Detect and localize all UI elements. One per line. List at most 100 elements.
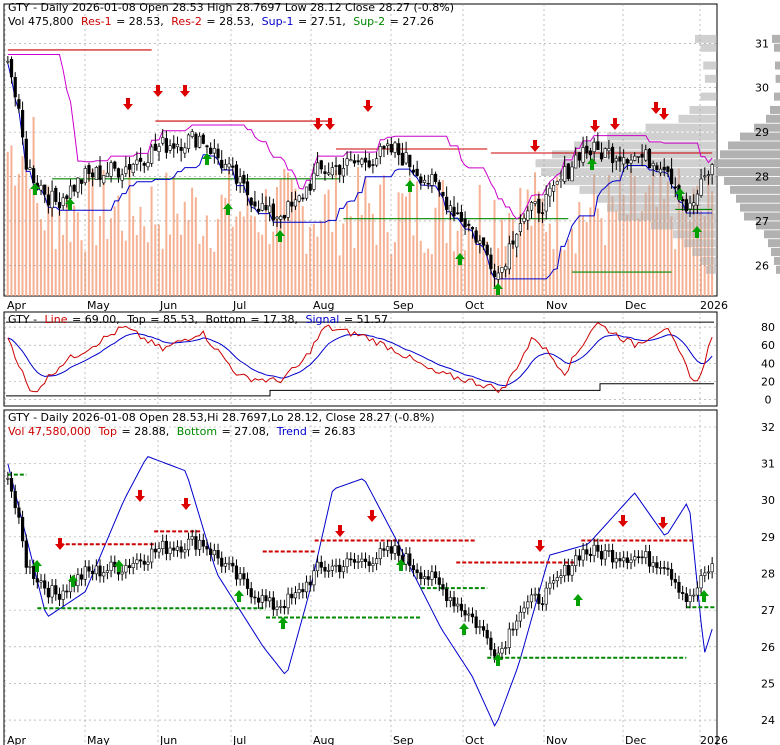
volume-bar <box>157 224 160 296</box>
volume-bar <box>84 251 87 296</box>
candle-body <box>109 162 113 177</box>
volume-bar <box>128 167 131 296</box>
candle-body <box>363 157 368 163</box>
cycle-candle-body <box>238 573 242 580</box>
volume-bar <box>124 240 127 296</box>
volume-bar <box>69 241 72 296</box>
cycle-candle-body <box>338 564 342 573</box>
cycle-candle-body <box>618 558 622 562</box>
cycle-candle-body <box>249 588 253 598</box>
candle-body <box>507 243 511 270</box>
volume-bar <box>574 253 577 296</box>
candle-body <box>249 197 253 206</box>
cycle-candle-body <box>142 560 146 565</box>
volume-bar <box>452 251 455 296</box>
sup1-value: = 27.51, <box>298 15 346 28</box>
cycle-candle-body <box>35 578 39 583</box>
volume-bar <box>412 235 415 296</box>
candle-body <box>397 143 401 156</box>
candle-body <box>441 191 445 196</box>
candle-body <box>209 147 213 155</box>
volume-bar <box>98 216 101 296</box>
cycle-tick-label: 31 <box>761 458 775 471</box>
cycle-candle-body <box>356 561 360 563</box>
volume-label: Vol 475,800 <box>8 15 73 28</box>
volume-bar <box>312 223 315 296</box>
blue-band-line <box>7 63 713 280</box>
volume-bar <box>360 214 363 296</box>
cycle-candle-body <box>334 564 338 567</box>
cycle-candle-body <box>323 566 327 572</box>
oscillator-panel-frame <box>3 311 718 407</box>
cycle-buy-arrow <box>493 654 503 666</box>
candle-body <box>603 148 607 158</box>
volume-bar <box>674 249 677 296</box>
candle-body <box>116 168 121 178</box>
cycle-sell-arrow <box>618 515 628 527</box>
cycle-grid <box>4 410 717 745</box>
volume-bar <box>652 173 655 296</box>
volume-bar <box>644 192 647 296</box>
sup2-label: Sup-2 <box>353 15 385 28</box>
candle-body <box>352 160 357 164</box>
sell-arrow <box>651 102 661 114</box>
cycle-candle-body <box>474 616 478 628</box>
cycle-candle-body <box>544 587 548 605</box>
volume-bar <box>32 116 35 297</box>
cycle-candle-body <box>555 577 559 582</box>
cycle-sell-arrow <box>181 498 191 510</box>
volume-bar <box>102 169 105 296</box>
cycle-candle-body <box>636 556 641 559</box>
cycle-candle-body <box>397 545 401 556</box>
profile-bar <box>774 43 780 52</box>
candle-body <box>179 146 183 151</box>
volume-bar <box>570 228 573 296</box>
cycle-candle-body <box>319 561 323 568</box>
cycle-candle-body <box>563 564 567 577</box>
volume-bar <box>556 176 559 296</box>
volume-bar <box>209 247 212 296</box>
month-tick-label: Jul <box>232 299 246 312</box>
cycle-candle-body <box>629 559 633 563</box>
volume-bar <box>637 218 640 296</box>
candle-body <box>50 190 54 209</box>
candle-body <box>526 210 530 221</box>
month-tick-label: 2026 <box>700 299 728 312</box>
cycle-candle-body <box>504 647 508 649</box>
profile-bar <box>740 132 780 141</box>
candle-body <box>282 214 287 219</box>
sell-arrow <box>530 140 540 152</box>
volume-bar <box>419 240 422 296</box>
cycle-candle-body <box>124 565 128 573</box>
cycle-candle-body <box>301 589 305 593</box>
volume-bar <box>106 238 109 296</box>
sell-arrow <box>610 118 620 130</box>
price-y-axis: 26 27 28 29 30 31 <box>755 37 769 272</box>
cycle-sell-arrow <box>535 540 545 552</box>
candle-body <box>315 162 320 176</box>
cycle-candle-body <box>54 585 58 595</box>
cycle-candle-body <box>245 578 250 589</box>
month-tick-label: Dec <box>625 299 646 312</box>
cycle-candle-body <box>511 628 515 631</box>
volume-bar <box>320 220 323 296</box>
cycle-candle-body <box>378 548 382 559</box>
volume-bar <box>143 226 146 296</box>
volume-bar <box>264 189 267 296</box>
volume-bar <box>471 235 474 296</box>
volume-bar <box>486 241 489 296</box>
cycle-candle-body <box>603 550 607 560</box>
cycle-candle-body <box>699 575 703 589</box>
volume-bar <box>604 245 607 296</box>
cycle-candle-body <box>161 540 165 549</box>
cycle-candle-body <box>581 549 585 561</box>
candle-body <box>341 168 346 177</box>
candle-body <box>319 160 323 170</box>
volume-bar <box>14 185 17 296</box>
cycle-candle-body <box>592 544 596 556</box>
cycle-candle-body <box>13 490 17 509</box>
volume-bar <box>456 230 459 296</box>
line-label: Line <box>45 313 68 326</box>
candle-body <box>622 157 626 165</box>
volume-bar <box>537 191 540 296</box>
